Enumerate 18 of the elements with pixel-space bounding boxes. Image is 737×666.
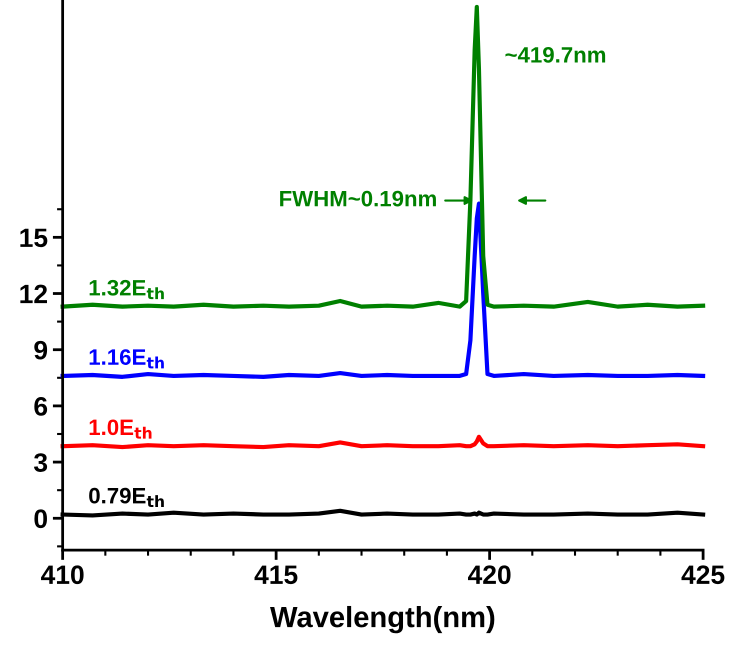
- series-label: 0.79E$_{th}$: [89, 488, 164, 507]
- x-tick-label: 415: [254, 566, 298, 584]
- x-tick-label: 410: [41, 565, 84, 584]
- annotation: FWHM~0.19nm: [280, 190, 436, 207]
- y-tick-label: 6: [34, 397, 48, 416]
- y-tick-label: 12: [20, 284, 48, 304]
- x-axis-title: Wavelength(nm): [270, 606, 494, 634]
- x-tick-label: 420: [468, 565, 511, 584]
- y-tick-label: 9: [34, 340, 48, 360]
- y-tick-label: 3: [34, 453, 48, 472]
- y-tick-label: 0: [34, 509, 47, 528]
- line-series: [60, 4, 706, 309]
- series-label: 1.16E$_{th}$: [90, 349, 164, 368]
- annotation: ~419.7nm: [505, 46, 606, 63]
- y-tick-label: 15: [20, 228, 48, 248]
- x-tick-label: 425: [681, 565, 724, 584]
- series-label: 1.0E$_{th}$: [90, 419, 152, 439]
- series-label: 1.32E$_{th}$: [90, 280, 164, 300]
